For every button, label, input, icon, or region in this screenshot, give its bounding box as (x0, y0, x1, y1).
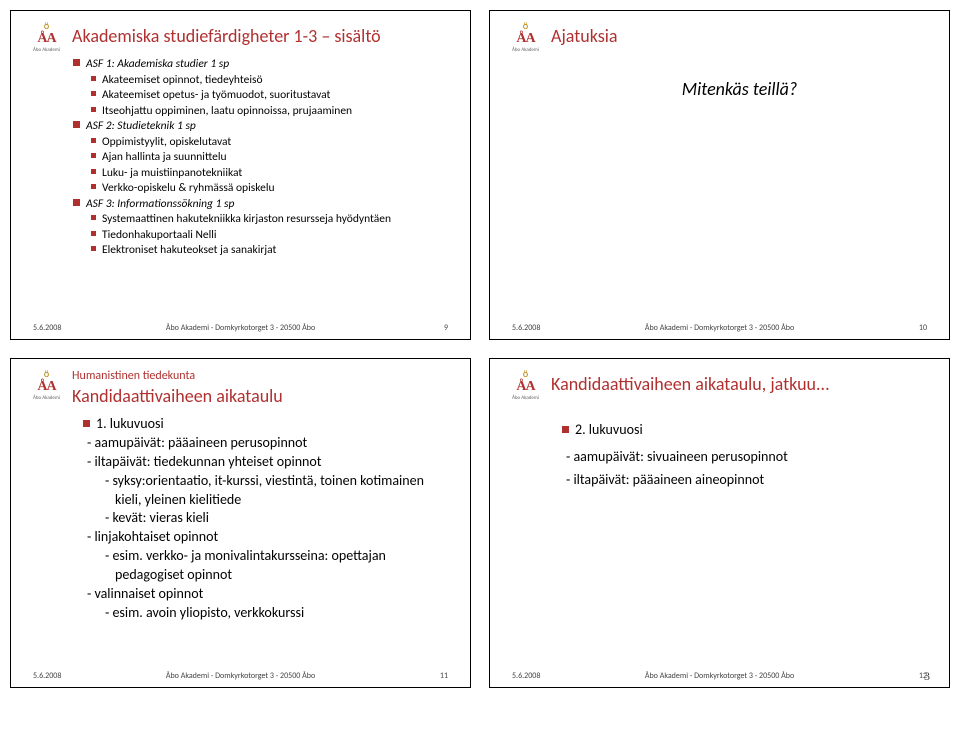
dash-item: linjakohtaiset opinnot (83, 528, 448, 547)
bullet: ASF 3: Informationssökning 1 sp (73, 197, 448, 213)
handout-page: ö ÅA Åbo Akademi Akademiska studiefärdig… (10, 10, 950, 688)
slide-title: Kandidaattivaiheen aikataulu (72, 385, 283, 407)
bullet: Verkko-opiskelu & ryhmässä opiskelu (73, 181, 448, 197)
footer-org: Åbo Akademi - Domkyrkotorget 3 - 20500 Å… (33, 671, 448, 681)
logo: ö ÅA Åbo Akademi (33, 21, 60, 53)
slide-subtitle: Humanistinen tiedekunta (72, 369, 283, 383)
page-number: 3 (924, 669, 930, 684)
logo-crest: ö (523, 369, 528, 379)
logo-subtext: Åbo Akademi (33, 395, 60, 401)
bullet: 2. lukuvuosi (562, 421, 927, 440)
bullet: Elektroniset hakuteokset ja sanakirjat (73, 243, 448, 259)
dash-item: iltapäivät: tiedekunnan yhteiset opinnot (83, 453, 448, 472)
slide-footer: 5.6.2008 Åbo Akademi - Domkyrkotorget 3 … (512, 671, 927, 681)
slide-footer: 5.6.2008 Åbo Akademi - Domkyrkotorget 3 … (512, 323, 927, 333)
dash-item: esim. avoin yliopisto, verkkokurssi (83, 604, 448, 623)
dash-item: kevät: vieras kieli (83, 509, 448, 528)
bullet: Itseohjattu oppiminen, laatu opinnoissa,… (73, 104, 448, 120)
logo-subtext: Åbo Akademi (33, 47, 60, 53)
slide-title: Kandidaattivaiheen aikataulu, jatkuu... (551, 373, 830, 395)
bullet: Luku- ja muistiinpanotekniikat (73, 166, 448, 182)
slide-body: 2. lukuvuosi aamupäivät: sivuaineen peru… (512, 405, 927, 665)
bullet: ASF 1: Akademiska studier 1 sp (73, 57, 448, 73)
logo-monogram: ÅA (37, 379, 55, 395)
bullet: ASF 2: Studieteknik 1 sp (73, 119, 448, 135)
footer-org: Åbo Akademi - Domkyrkotorget 3 - 20500 Å… (33, 323, 448, 333)
dash-item: valinnaiset opinnot (83, 585, 448, 604)
slide-10: ö ÅA Åbo Akademi Ajatuksia Mitenkäs teil… (489, 10, 950, 340)
slide-9: ö ÅA Åbo Akademi Akademiska studiefärdig… (10, 10, 471, 340)
logo: ö ÅA Åbo Akademi (33, 369, 60, 401)
slide-body: 1. lukuvuosi aamupäivät: pääaineen perus… (33, 411, 448, 665)
bullet: Systemaattinen hakutekniikka kirjaston r… (73, 212, 448, 228)
dash-item: syksy:orientaatio, it-kurssi, viestintä,… (83, 472, 448, 510)
logo: ö ÅA Åbo Akademi (512, 369, 539, 401)
slide-12: ö ÅA Åbo Akademi Kandidaattivaiheen aika… (489, 358, 950, 688)
footer-org: Åbo Akademi - Domkyrkotorget 3 - 20500 Å… (512, 671, 927, 681)
logo-subtext: Åbo Akademi (512, 395, 539, 401)
logo-crest: ö (44, 21, 49, 31)
bullet: Akateemiset opetus- ja työmuodot, suorit… (73, 88, 448, 104)
logo-crest: ö (44, 369, 49, 379)
bullet: Akateemiset opinnot, tiedeyhteisö (73, 73, 448, 89)
dash-item: aamupäivät: pääaineen perusopinnot (83, 434, 448, 453)
slide-title: Akademiska studiefärdigheter 1-3 – sisäl… (72, 25, 381, 47)
bullet: Oppimistyylit, opiskelutavat (73, 135, 448, 151)
slide-title: Ajatuksia (551, 25, 617, 47)
slide-body: ASF 1: Akademiska studier 1 sp Akateemis… (33, 57, 448, 317)
slide-body: Mitenkäs teillä? (512, 57, 927, 317)
prompt-text: Mitenkäs teillä? (682, 77, 798, 101)
dash-item: aamupäivät: sivuaineen perusopinnot (562, 448, 927, 467)
slide-footer: 5.6.2008 Åbo Akademi - Domkyrkotorget 3 … (33, 323, 448, 333)
bullet: Ajan hallinta ja suunnittelu (73, 150, 448, 166)
logo-monogram: ÅA (516, 31, 534, 47)
logo-crest: ö (523, 21, 528, 31)
slide-footer: 5.6.2008 Åbo Akademi - Domkyrkotorget 3 … (33, 671, 448, 681)
dash-item: iltapäivät: pääaineen aineopinnot (562, 471, 927, 490)
bullet: Tiedonhakuportaali Nelli (73, 228, 448, 244)
logo-monogram: ÅA (516, 379, 534, 395)
dash-item: esim. verkko- ja monivalintakursseina: o… (83, 547, 448, 585)
logo-monogram: ÅA (37, 31, 55, 47)
logo: ö ÅA Åbo Akademi (512, 21, 539, 53)
logo-subtext: Åbo Akademi (512, 47, 539, 53)
slide-11: ö ÅA Åbo Akademi Humanistinen tiedekunta… (10, 358, 471, 688)
footer-org: Åbo Akademi - Domkyrkotorget 3 - 20500 Å… (512, 323, 927, 333)
bullet: 1. lukuvuosi (83, 415, 448, 434)
slide-grid: ö ÅA Åbo Akademi Akademiska studiefärdig… (10, 10, 950, 688)
